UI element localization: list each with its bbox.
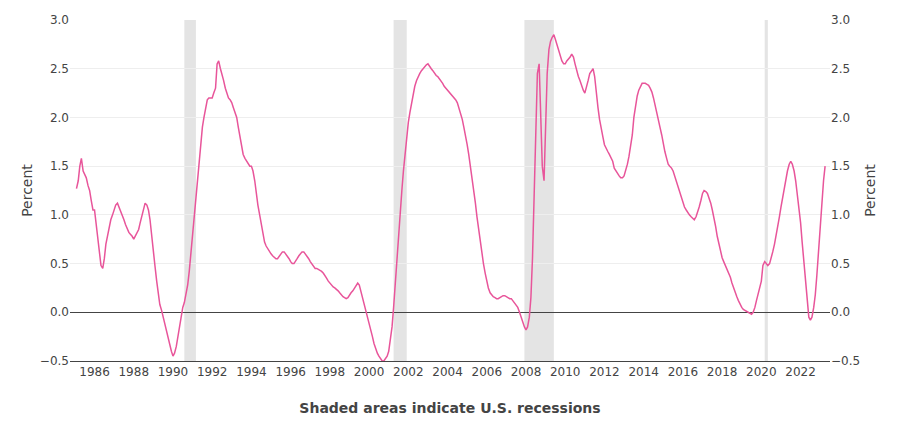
svg-text:1986: 1986: [79, 365, 110, 379]
svg-text:2008: 2008: [511, 365, 542, 379]
svg-text:3.0: 3.0: [831, 13, 850, 27]
svg-text:−0.5: −0.5: [831, 354, 860, 368]
svg-text:−0.5: −0.5: [40, 354, 69, 368]
svg-text:1.5: 1.5: [831, 159, 850, 173]
svg-text:1.0: 1.0: [831, 208, 850, 222]
svg-text:2000: 2000: [354, 365, 385, 379]
svg-text:3.0: 3.0: [50, 13, 69, 27]
svg-text:2016: 2016: [668, 365, 699, 379]
svg-text:2014: 2014: [628, 365, 659, 379]
svg-text:2.5: 2.5: [50, 62, 69, 76]
svg-text:0.0: 0.0: [831, 305, 850, 319]
svg-text:1.5: 1.5: [50, 159, 69, 173]
svg-text:1996: 1996: [275, 365, 306, 379]
svg-text:2020: 2020: [746, 365, 777, 379]
svg-text:2.0: 2.0: [50, 111, 69, 125]
svg-text:Shaded areas indicate U.S. rec: Shaded areas indicate U.S. recessions: [299, 400, 600, 416]
svg-text:1990: 1990: [158, 365, 189, 379]
svg-text:Percent: Percent: [862, 164, 878, 217]
svg-text:0.5: 0.5: [831, 257, 850, 271]
svg-text:1988: 1988: [118, 365, 149, 379]
svg-text:2018: 2018: [707, 365, 738, 379]
svg-text:2.5: 2.5: [831, 62, 850, 76]
svg-text:1994: 1994: [236, 365, 267, 379]
svg-text:1.0: 1.0: [50, 208, 69, 222]
svg-text:0.5: 0.5: [50, 257, 69, 271]
svg-text:0.0: 0.0: [50, 305, 69, 319]
svg-text:Percent: Percent: [19, 164, 35, 217]
svg-text:1998: 1998: [315, 365, 346, 379]
svg-text:2022: 2022: [785, 365, 816, 379]
svg-text:2006: 2006: [471, 365, 502, 379]
svg-text:2.0: 2.0: [831, 111, 850, 125]
svg-text:2012: 2012: [589, 365, 620, 379]
svg-text:2010: 2010: [550, 365, 581, 379]
svg-text:2004: 2004: [432, 365, 463, 379]
svg-text:2002: 2002: [393, 365, 424, 379]
svg-text:1992: 1992: [197, 365, 228, 379]
